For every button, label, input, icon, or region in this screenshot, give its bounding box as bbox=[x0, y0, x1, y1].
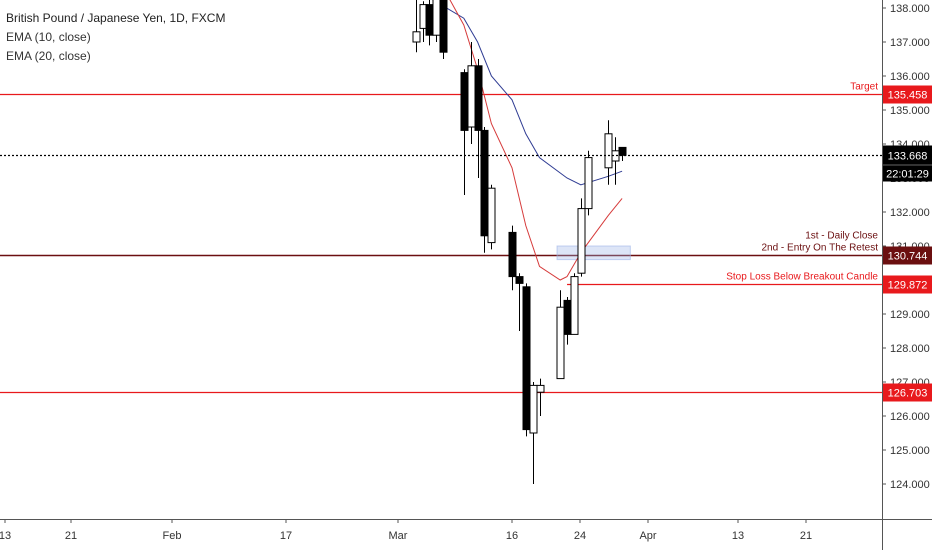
candle-body bbox=[570, 276, 579, 335]
time-tick-label: 17 bbox=[280, 530, 292, 542]
candle-body bbox=[439, 0, 448, 53]
candle-body bbox=[460, 72, 469, 131]
candle-body bbox=[515, 276, 524, 284]
retest-zone bbox=[556, 245, 631, 261]
candle-body bbox=[618, 146, 627, 156]
level-annotation: 1st - Daily Close bbox=[805, 231, 878, 242]
ema20-legend[interactable]: EMA (20, close) bbox=[6, 49, 91, 63]
candle-body bbox=[584, 157, 593, 210]
candle-body bbox=[563, 299, 572, 335]
chart-legend: British Pound / Japanese Yen, 1D, FXCM E… bbox=[6, 9, 225, 66]
candle-body bbox=[467, 65, 476, 128]
time-tick-label: Feb bbox=[163, 530, 182, 542]
candle bbox=[577, 198, 586, 277]
level-annotation: Target bbox=[850, 82, 878, 93]
candle-body bbox=[425, 4, 434, 36]
candle-body bbox=[480, 129, 489, 237]
level-annotation: 2nd - Entry On The Retest bbox=[761, 243, 878, 254]
level-price-tag bbox=[883, 246, 932, 265]
candle bbox=[529, 382, 538, 484]
candle bbox=[480, 127, 489, 253]
candle bbox=[439, 0, 448, 59]
current-price-tag bbox=[883, 145, 932, 182]
candle bbox=[570, 273, 579, 335]
price-tick-label: 136.000 bbox=[890, 71, 930, 83]
time-tick-label: 16 bbox=[506, 530, 518, 542]
candle bbox=[487, 184, 496, 250]
symbol-title: British Pound / Japanese Yen, 1D, FXCM bbox=[6, 11, 226, 25]
price-tick-label: 132.000 bbox=[890, 207, 930, 219]
ema10-legend[interactable]: EMA (10, close) bbox=[6, 30, 91, 44]
time-tick-label: 21 bbox=[800, 530, 812, 542]
level-price-tag bbox=[883, 275, 932, 294]
candle bbox=[515, 273, 524, 331]
level-price-label: 130.744 bbox=[888, 251, 928, 263]
candle bbox=[474, 59, 483, 178]
candle bbox=[618, 146, 627, 161]
level-price-label: 135.458 bbox=[888, 90, 928, 102]
candle bbox=[584, 150, 593, 216]
candle-body bbox=[529, 384, 538, 434]
time-tick-label: 13 bbox=[732, 530, 744, 542]
candle-body bbox=[577, 208, 586, 274]
candle-body bbox=[604, 133, 613, 169]
candle-body bbox=[474, 65, 483, 131]
candle-body bbox=[487, 187, 496, 244]
time-tick-label: 24 bbox=[574, 530, 586, 542]
candle bbox=[536, 378, 545, 416]
price-tick-label: 129.000 bbox=[890, 309, 930, 321]
level-price-label: 129.872 bbox=[888, 280, 928, 292]
time-tick-label: 13 bbox=[0, 530, 11, 542]
price-tick-label: 125.000 bbox=[890, 445, 930, 457]
candle-body bbox=[536, 384, 545, 393]
time-tick-label: Apr bbox=[639, 530, 656, 542]
candle-body bbox=[432, 0, 441, 36]
price-tick-label: 135.000 bbox=[890, 105, 930, 117]
level-annotation: Stop Loss Below Breakout Candle bbox=[726, 272, 878, 283]
level-price-tag bbox=[883, 85, 932, 104]
candle-body bbox=[522, 286, 531, 431]
candle bbox=[522, 283, 531, 437]
time-tick-label: 21 bbox=[65, 530, 77, 542]
price-tick-label: 137.000 bbox=[890, 37, 930, 49]
current-price-label: 133.668 bbox=[888, 151, 928, 163]
candle-body bbox=[508, 231, 517, 278]
candle bbox=[556, 290, 565, 380]
candle-body bbox=[556, 306, 565, 380]
price-tick-label: 126.000 bbox=[890, 411, 930, 423]
candle bbox=[412, 0, 421, 53]
level-price-tag bbox=[883, 383, 932, 402]
bar-countdown: 22:01:29 bbox=[886, 169, 929, 181]
price-tick-label: 128.000 bbox=[890, 343, 930, 355]
price-tick-label: 124.000 bbox=[890, 479, 930, 491]
time-tick-label: Mar bbox=[389, 530, 408, 542]
candle-body bbox=[412, 31, 421, 43]
candle bbox=[508, 225, 517, 291]
price-tick-label: 138.000 bbox=[890, 3, 930, 15]
level-price-label: 126.703 bbox=[888, 388, 928, 400]
candle bbox=[432, 0, 441, 42]
